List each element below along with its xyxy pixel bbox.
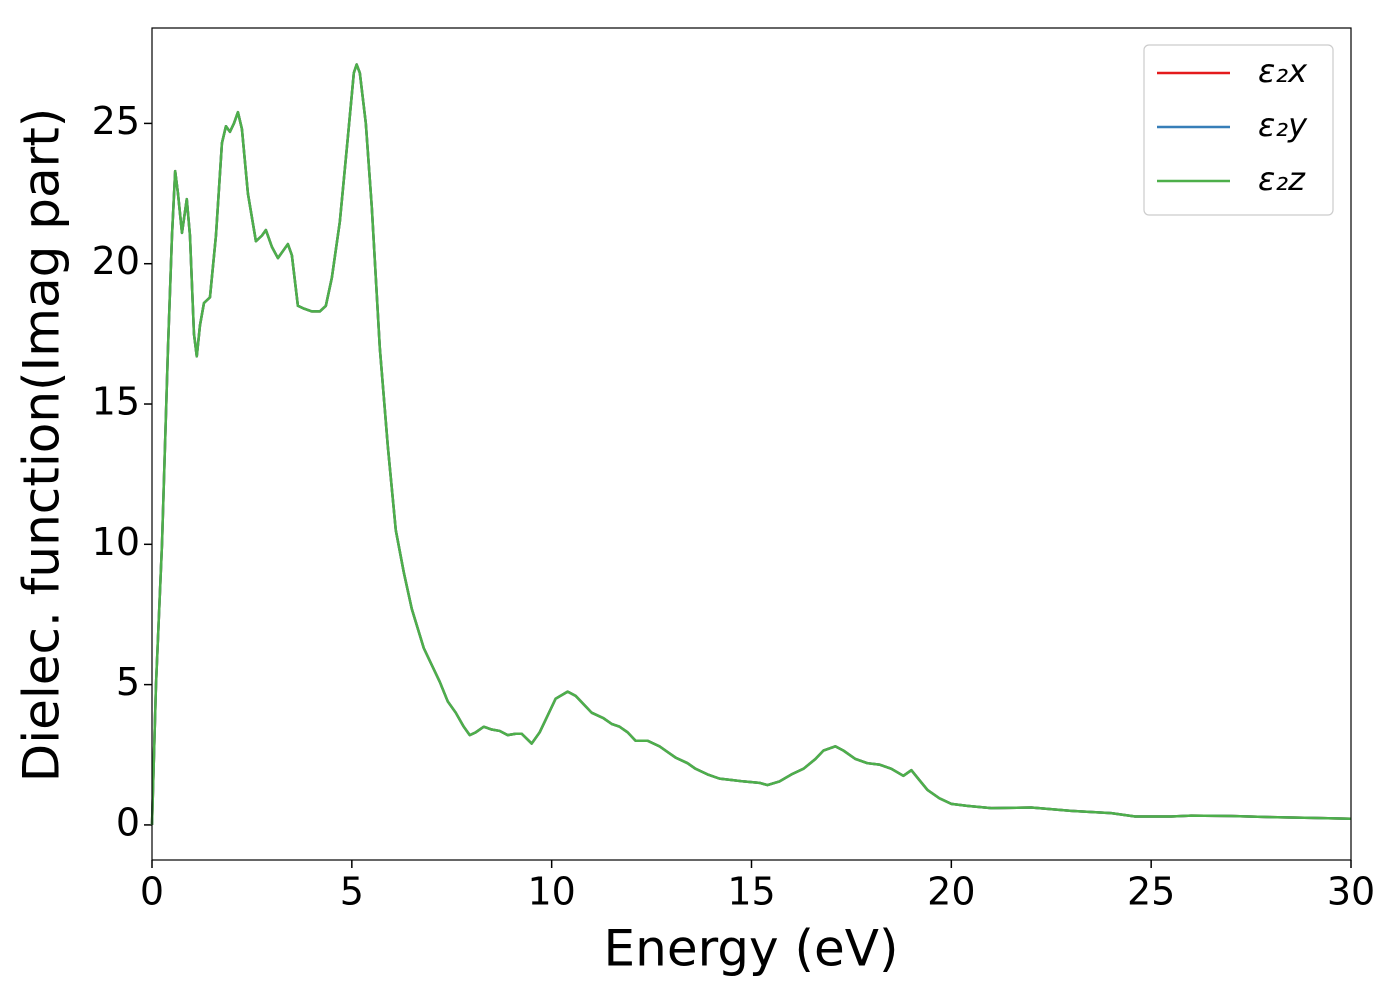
y-tick-label: 0 (116, 800, 140, 844)
y-tick-label: 15 (92, 380, 140, 424)
x-tick-label: 30 (1327, 870, 1375, 914)
x-axis-label: Energy (eV) (604, 920, 899, 978)
y-tick-label: 25 (92, 99, 140, 143)
x-tick-label: 15 (727, 870, 775, 914)
x-tick-label: 5 (340, 870, 364, 914)
y-tick-label: 20 (92, 239, 140, 283)
x-tick-label: 20 (927, 870, 975, 914)
plot-frame (151, 27, 1352, 861)
x-tick-label: 10 (527, 870, 575, 914)
legend-box (1143, 44, 1334, 216)
y-axis-label: Dielec. function(Imag part) (13, 108, 71, 783)
legend-label: ε₂z (1258, 160, 1306, 198)
series-line (150, 63, 1352, 825)
y-tick-label: 5 (116, 660, 140, 704)
legend-label: ε₂y (1258, 106, 1308, 144)
x-tick-label: 25 (1127, 870, 1175, 914)
legend-label: ε₂x (1258, 52, 1308, 90)
x-tick-label: 0 (140, 870, 164, 914)
y-tick-label: 10 (92, 520, 140, 564)
